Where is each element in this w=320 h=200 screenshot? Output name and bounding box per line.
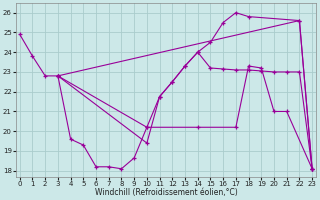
X-axis label: Windchill (Refroidissement éolien,°C): Windchill (Refroidissement éolien,°C): [95, 188, 237, 197]
